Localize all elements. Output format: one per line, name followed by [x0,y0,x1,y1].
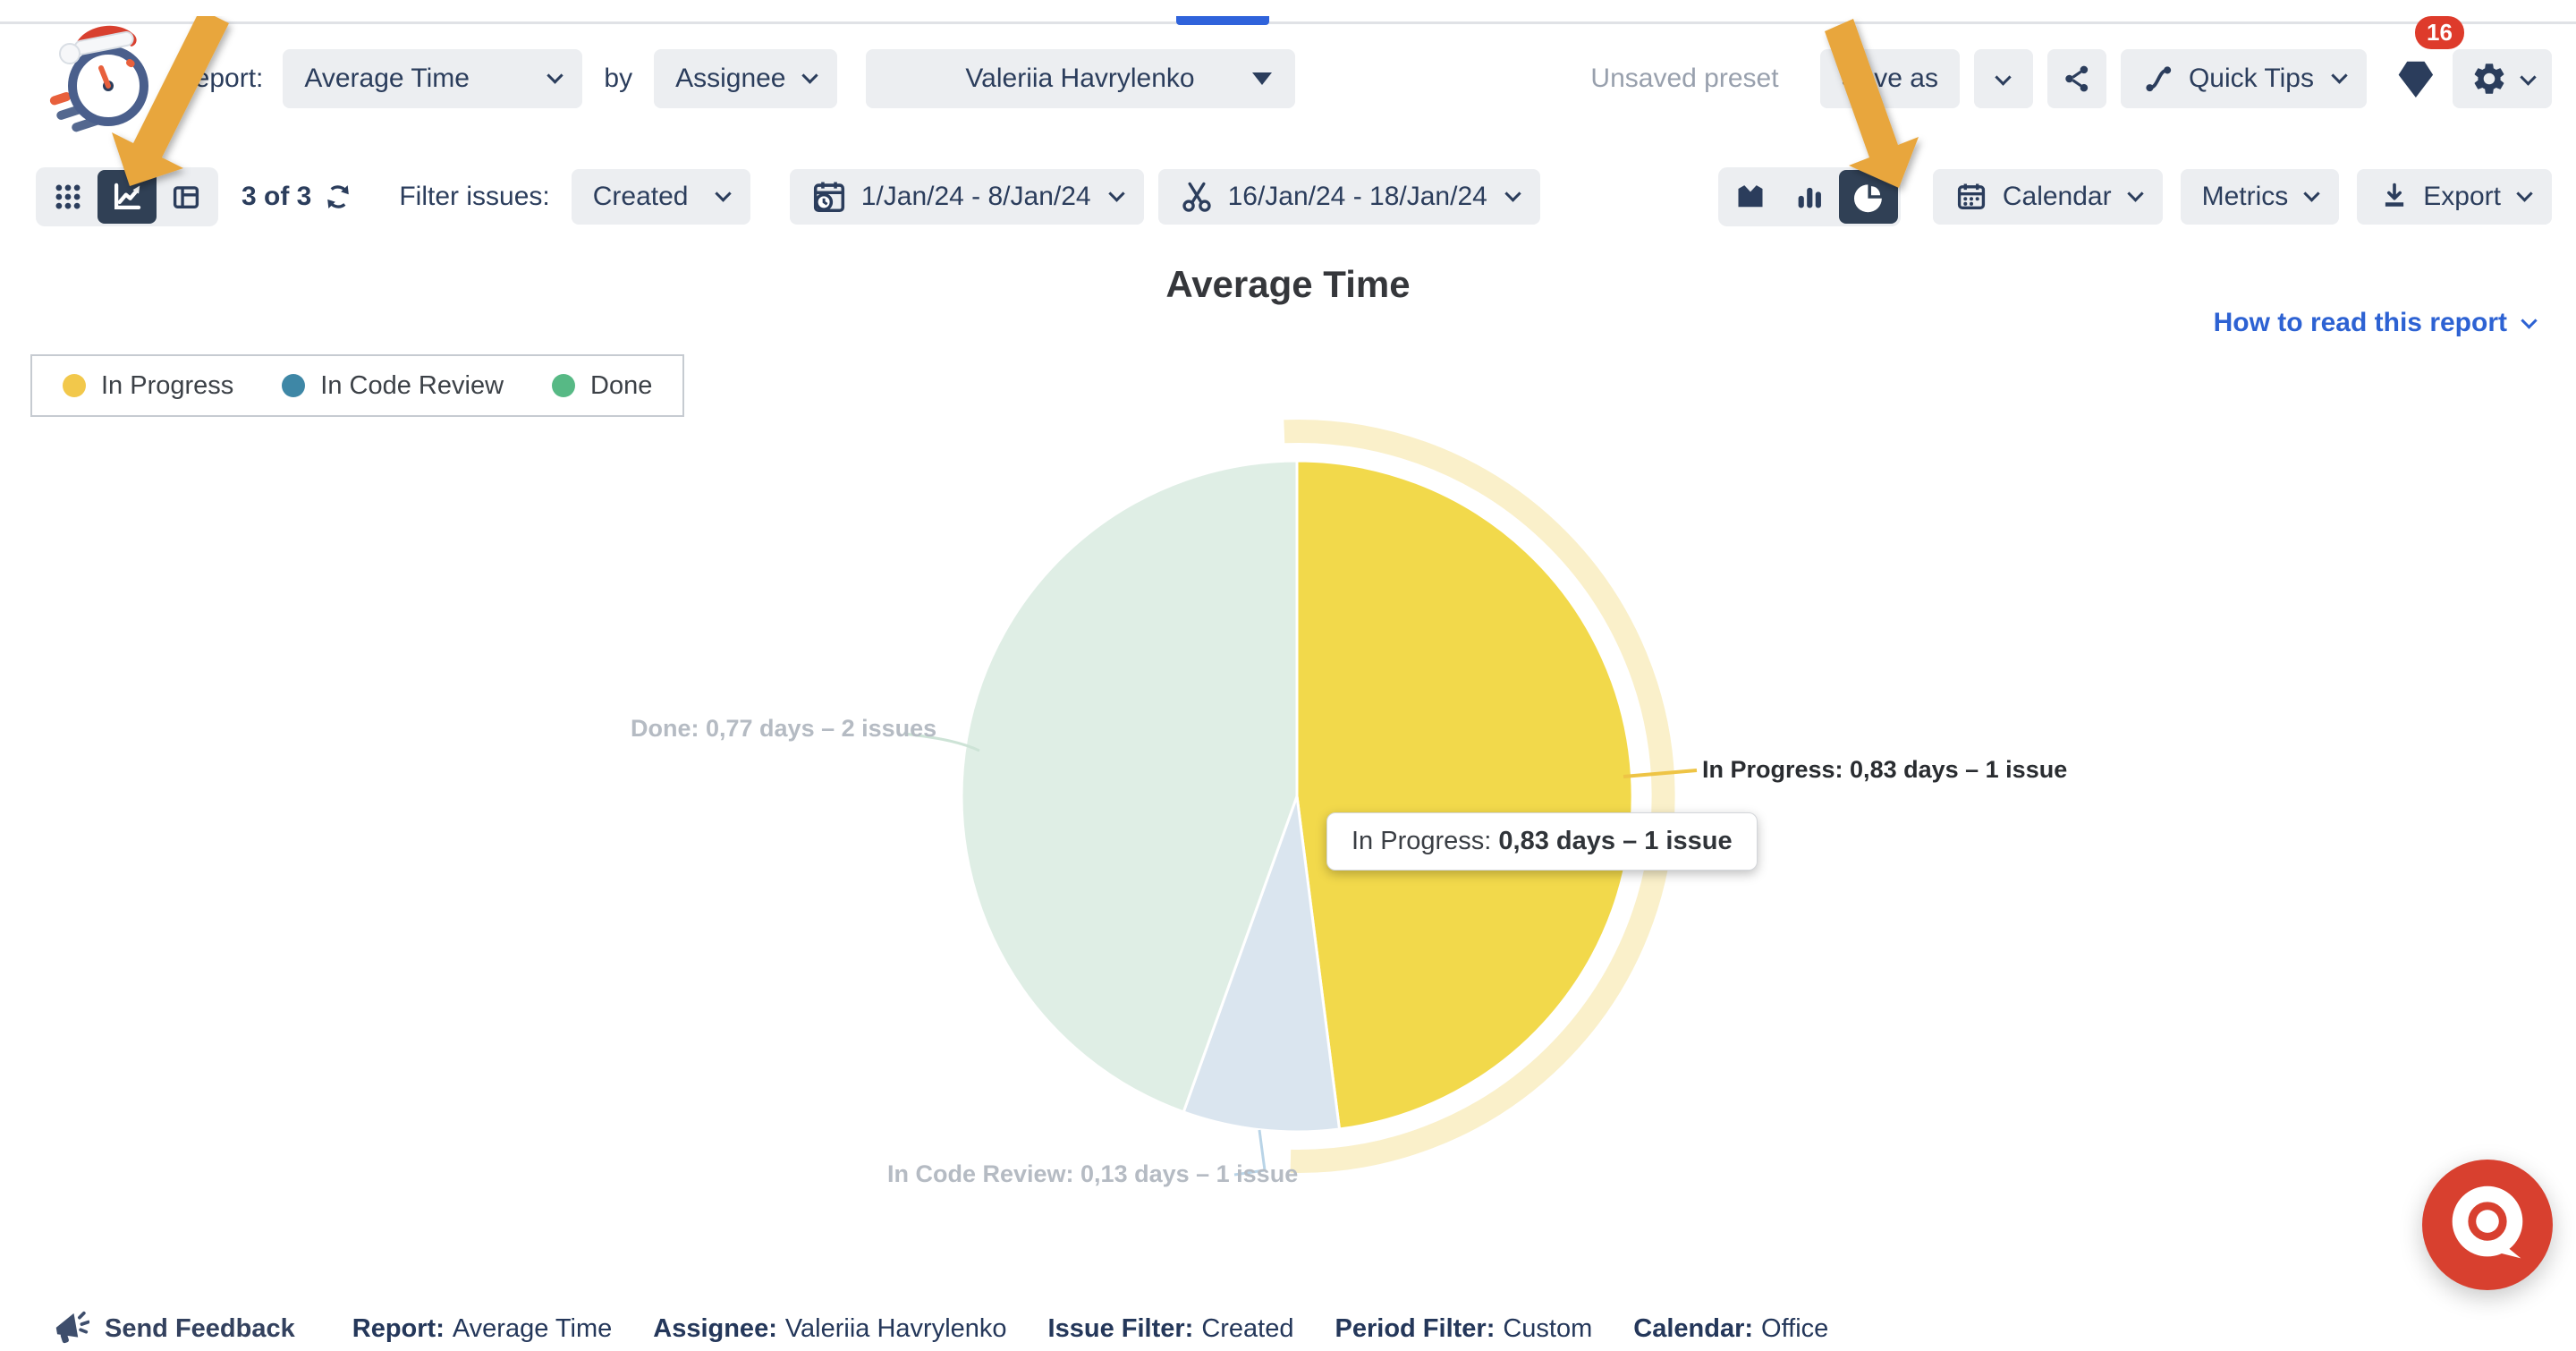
legend-dot [282,374,306,397]
chevron-down-icon [1995,68,2012,86]
summary-calendar: Calendar: Office [1633,1313,1829,1343]
chart-legend: In Progress In Code Review Done [30,354,685,417]
pie-label-in-code-review: In Code Review: 0,13 days – 1 issue [887,1160,1299,1187]
how-to-read-link[interactable]: How to read this report [2214,308,2538,338]
save-as-menu-button[interactable] [1973,49,2033,108]
top-divider [0,21,2576,24]
area-chart-icon [1738,185,1763,208]
view-switcher [36,167,218,226]
support-chat-widget[interactable] [2422,1160,2553,1290]
chart-view-icon [114,183,141,210]
tab-active-indicator [1176,16,1269,25]
assignee-select[interactable]: Valeriia Havrylenko [865,49,1295,108]
issue-filter-select[interactable]: Created [571,169,750,225]
grid-view-icon [55,184,80,209]
export-icon [2385,183,2404,207]
summary-assignee: Assignee: Valeriia Havrylenko [653,1313,1007,1343]
share-button[interactable] [2046,49,2106,108]
send-feedback-link[interactable]: Send Feedback [52,1310,295,1347]
save-as-button[interactable]: Save as [1819,49,1960,108]
chevron-down-icon [801,66,818,84]
refresh-icon[interactable] [322,181,354,213]
chart-tooltip: In Progress: 0,83 days – 1 issue [1326,812,1758,871]
chevron-down-icon [2331,66,2348,84]
bar-chart-icon [1798,187,1821,208]
report-select[interactable]: Average Time [283,49,583,108]
group-by-select[interactable]: Assignee [654,49,837,108]
chart-type-switcher [1717,167,1901,226]
legend-item-in-progress[interactable]: In Progress [63,371,233,401]
summary-issue-filter: Issue Filter: Created [1047,1313,1294,1343]
leader-line-in-progress [1623,769,1698,778]
leader-line-in-code-review [1233,1129,1267,1177]
created-range-select[interactable]: 1/Jan/24 - 8/Jan/24 [789,169,1144,225]
chevron-down-icon [2126,184,2144,202]
chevron-down-icon [2520,68,2537,86]
chevron-down-icon [1107,184,1125,202]
summary-period-filter: Period Filter: Custom [1335,1313,1593,1343]
legend-dot [552,374,576,397]
issue-count: 3 of 3 [242,181,354,213]
chart-view-button[interactable] [97,170,157,224]
presets-tag-button[interactable]: 16 [2390,16,2464,104]
table-view-button[interactable] [157,170,216,224]
pie-slice-halo [1284,419,1675,1173]
area-chart-button[interactable] [1721,170,1780,224]
pie-chart [902,419,1698,1177]
table-view-icon [173,186,199,208]
metrics-select[interactable]: Metrics [2180,169,2340,225]
grid-view-button[interactable] [38,170,97,224]
leader-line-done [902,732,980,752]
chevron-down-icon [715,184,732,202]
chevron-down-icon [1504,184,1521,202]
calendar-clock-icon [813,182,844,213]
footer-bar: Send Feedback Report: Average Time Assign… [0,1310,2576,1347]
summary-report: Report: Average Time [352,1313,613,1343]
gear-icon [2474,64,2504,94]
calendar-select[interactable]: Calendar [1932,169,2163,225]
filter-issues-label: Filter issues: [399,182,550,211]
by-label: by [604,64,633,93]
pie-slice-done[interactable] [960,459,1299,1114]
chevron-down-icon [2303,184,2320,202]
chevron-down-icon [547,66,564,84]
share-icon [2065,65,2089,92]
pie-chart-icon [1853,184,1882,213]
bar-chart-button[interactable] [1780,170,1839,224]
quick-tips-button[interactable]: Quick Tips [2120,49,2367,108]
report-title: Average Time [1165,263,1411,305]
tag-icon [2398,61,2434,98]
scissors-icon [1182,182,1211,212]
trim-range-select[interactable]: 16/Jan/24 - 18/Jan/24 [1157,169,1540,225]
top-toolbar: Report: Average Time by Assignee Valerii… [0,16,2576,141]
pie-chart-button[interactable] [1838,170,1898,224]
triangle-down-icon [1251,72,1272,85]
export-select[interactable]: Export [2357,169,2552,225]
notification-badge: 16 [2415,16,2464,49]
pie-slice-in-code-review[interactable] [1182,795,1342,1134]
pie-label-in-progress: In Progress: 0,83 days – 1 issue [1702,756,2068,783]
report-summary: Report: Average Time Assignee: Valeriia Ha… [352,1314,1829,1344]
legend-dot [63,374,86,397]
settings-button[interactable] [2453,49,2552,108]
chevron-down-icon [2516,184,2533,202]
unsaved-preset-label: Unsaved preset [1590,64,1779,93]
report-label: Report: [175,64,264,93]
pie-label-done: Done: 0,77 days – 2 issues [631,715,937,742]
legend-item-done[interactable]: Done [552,371,652,401]
filter-toolbar: 3 of 3 Filter issues: Created 1/Jan/24 -… [0,154,2576,240]
megaphone-icon [55,1311,89,1344]
calendar-icon [1957,183,1985,209]
app-logo-icon [47,20,156,138]
report-area: Average Time How to read this report In … [0,240,2576,1283]
chat-widget-icon [2452,1185,2523,1259]
quick-tips-icon [2146,66,2172,92]
legend-item-in-code-review[interactable]: In Code Review [282,371,504,401]
